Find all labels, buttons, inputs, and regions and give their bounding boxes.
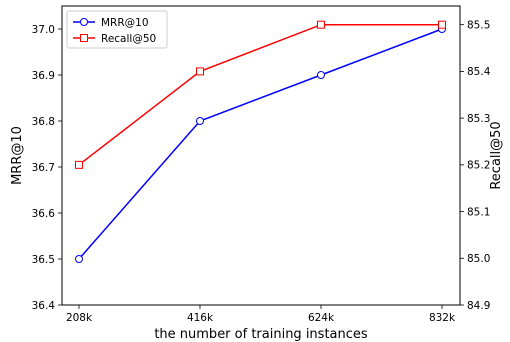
y-left-tick-label: 36.4	[32, 300, 56, 312]
data-point-mrr	[75, 255, 83, 263]
x-tick-label: 208k	[66, 312, 93, 324]
x-axis-title: the number of training instances	[154, 327, 368, 342]
y-right-tick-label: 84.9	[467, 300, 490, 312]
x-tick-label: 624k	[308, 312, 335, 324]
data-point-recall	[438, 20, 446, 29]
y-right-axis-title: Recall@50	[489, 121, 504, 189]
series-line-mrr-10	[78, 28, 443, 260]
y-left-tick-label: 36.7	[32, 162, 55, 174]
y-right-tick-label: 85.0	[467, 253, 490, 265]
y-left-tick-label: 36.5	[32, 254, 55, 266]
y-right-tick-label: 85.2	[467, 160, 490, 172]
y-right-tick-label: 85.5	[467, 19, 490, 31]
y-left-tick-label: 36.8	[32, 116, 55, 128]
data-point-mrr	[196, 117, 204, 125]
data-point-recall	[196, 67, 204, 76]
y-right-tick-label: 85.1	[467, 206, 490, 218]
y-right-tick-label: 85.3	[467, 113, 490, 125]
plot-frame	[61, 5, 461, 306]
x-tick-label: 832k	[429, 312, 456, 324]
data-point-recall	[317, 20, 325, 29]
y-left-tick-label: 37.0	[32, 24, 55, 36]
data-point-mrr	[317, 71, 325, 79]
legend-label: MRR@10	[101, 17, 149, 29]
legend-label: Recall@50	[101, 33, 156, 45]
legend-marker-square	[80, 34, 88, 42]
y-right-tick-label: 85.4	[467, 66, 491, 78]
y-left-axis-title: MRR@10	[10, 126, 25, 185]
x-tick-label: 416k	[187, 312, 214, 324]
y-left-tick-label: 36.9	[32, 70, 55, 82]
y-left-tick-label: 36.6	[32, 208, 56, 220]
data-point-recall	[75, 160, 83, 169]
series-line-recall-50	[78, 23, 442, 166]
legend-marker-circle	[80, 18, 88, 26]
